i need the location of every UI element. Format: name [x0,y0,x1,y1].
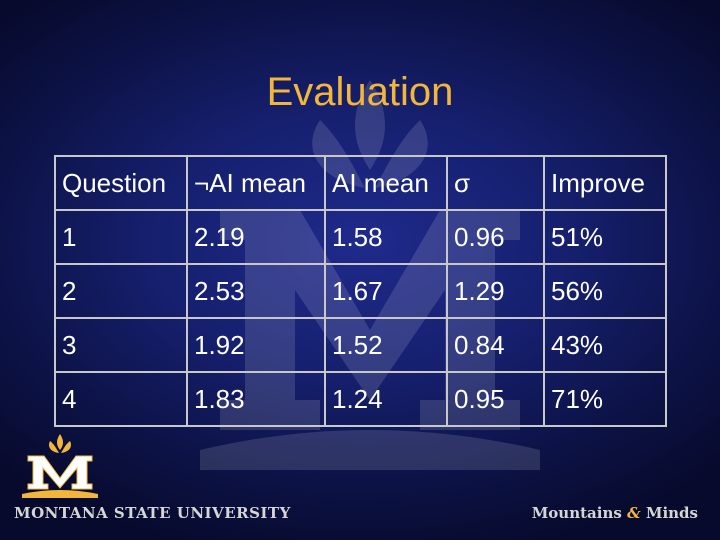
table-row: 3 1.92 1.52 0.84 43% [54,317,667,373]
table-cell-improve: 56% [543,263,667,319]
table-cell-question: 1 [54,209,188,265]
table-row: 2 2.53 1.67 1.29 56% [54,263,667,319]
table-cell-question: 3 [54,317,188,373]
table-cell-ai-mean: 1.58 [324,209,448,265]
table-cell-no-ai-mean: 2.19 [186,209,326,265]
tagline: Mountains & Minds [532,504,698,522]
tagline-minds: Minds [645,504,698,522]
table-cell-sigma: 0.95 [446,371,545,427]
table-cell-question: 2 [54,263,188,319]
table-cell-ai-mean: 1.52 [324,317,448,373]
table-cell-no-ai-mean: 1.92 [186,317,326,373]
table-cell-improve: 71% [543,371,667,427]
tagline-ampersand: & [627,504,641,522]
table-row: 4 1.83 1.24 0.95 71% [54,371,667,427]
table-cell-improve: 51% [543,209,667,265]
msu-m-logo-icon [22,434,98,498]
table-cell-improve: 43% [543,317,667,373]
table-cell-question: 4 [54,371,188,427]
evaluation-table: Question ¬AI mean AI mean σ Improve 1 2.… [54,155,667,427]
header-cell-question: Question [54,155,188,211]
header-cell-ai-mean: AI mean [324,155,448,211]
header-cell-sigma: σ [446,155,545,211]
slide-title: Evaluation [266,70,454,114]
table-header-row: Question ¬AI mean AI mean σ Improve [54,155,667,211]
table-cell-ai-mean: 1.67 [324,263,448,319]
header-cell-improve: Improve [543,155,667,211]
table-cell-sigma: 0.96 [446,209,545,265]
tagline-mountains: Mountains [531,504,622,522]
header-cell-no-ai-mean: ¬AI mean [186,155,326,211]
table-cell-sigma: 0.84 [446,317,545,373]
table-row: 1 2.19 1.58 0.96 51% [54,209,667,265]
table-cell-no-ai-mean: 1.83 [186,371,326,427]
table-cell-sigma: 1.29 [446,263,545,319]
table-cell-no-ai-mean: 2.53 [186,263,326,319]
table-cell-ai-mean: 1.24 [324,371,448,427]
university-name: MONTANA STATE UNIVERSITY [14,504,291,522]
